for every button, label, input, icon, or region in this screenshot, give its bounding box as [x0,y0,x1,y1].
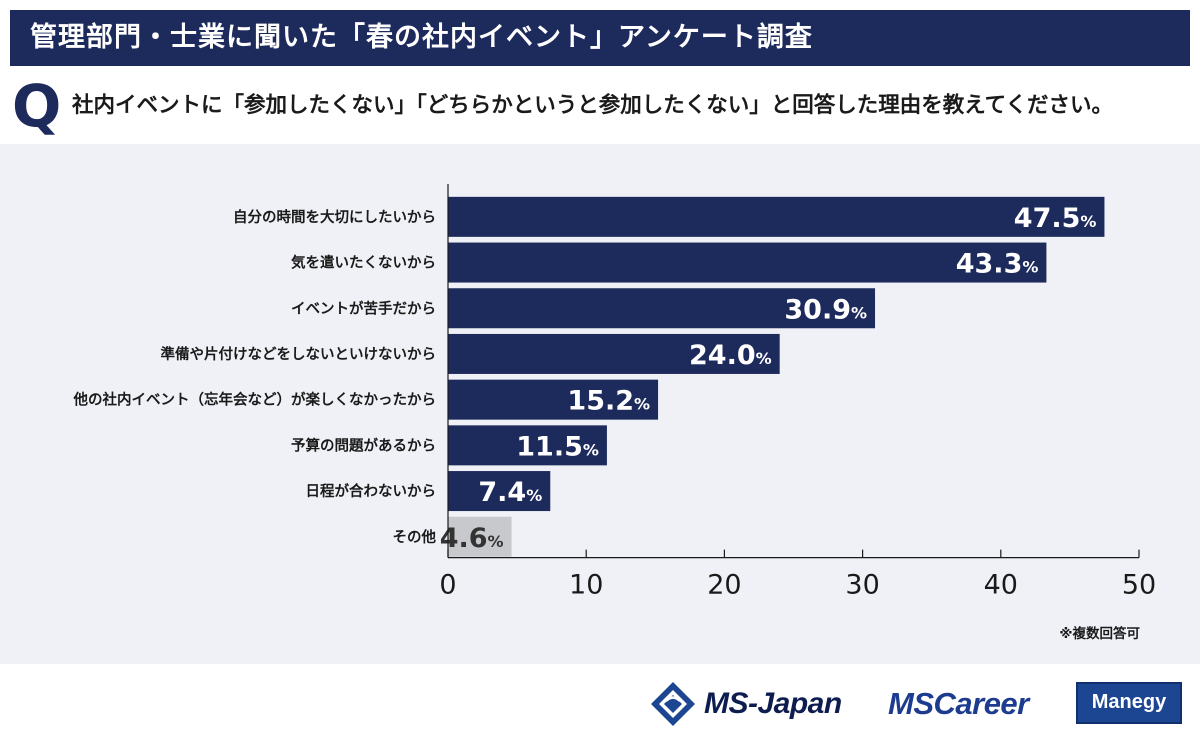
ms-japan-logo: MS-Japan [650,682,842,726]
page-title: 管理部門・士業に聞いた「春の社内イベント」アンケート調査 [10,10,1190,66]
bar-chart: 自分の時間を大切にしたいから 47.5% 気を遣いたくないから 43.3% イベントが苦… [73,184,1156,601]
data-label: 7.4% [478,477,542,508]
bar [448,242,1047,283]
multiple-answer-note: ※複数回答可 [1059,626,1140,642]
x-tick-label: 50 [1122,570,1156,601]
x-tick-label: 20 [707,570,741,601]
bar [448,333,780,374]
bar [448,471,551,512]
x-tick-label: 10 [569,570,603,601]
bar [448,516,512,557]
data-label: 47.5% [1014,203,1097,234]
bar [448,379,659,420]
bar [448,425,607,466]
category-label: 気を遣いたくないから [291,254,436,272]
manegy-logo: Manegy [1076,682,1182,724]
data-label: 24.0% [689,340,772,371]
data-label: 43.3% [956,249,1039,280]
data-label: 30.9% [784,294,867,325]
question-text: 社内イベントに「参加したくない」「どちらかというと参加したくない」と回答した理由… [72,93,1114,118]
footer: MS-Japan MSCareer Manegy [0,664,1200,742]
data-label: 15.2% [567,386,650,417]
category-label: 他の社内イベント（忘年会など）が楽しくなかったから [73,391,437,409]
x-tick-label: 0 [439,570,456,601]
x-tick-label: 40 [984,570,1018,601]
ms-japan-logo-text: MS-Japan [704,687,842,720]
category-label: イベントが苦手だから [291,299,436,317]
category-label: 自分の時間を大切にしたいから [233,208,436,226]
x-tick-label: 30 [845,570,879,601]
bar [448,288,876,329]
ms-japan-diamond-icon [651,682,695,726]
bar [448,196,1105,237]
category-label: 予算の問題があるから [291,436,436,454]
category-label: 日程が合わないから [306,482,437,500]
category-label: 準備や片付けなどをしないといけないから [161,345,437,363]
ms-career-logo: MSCareer [888,686,1029,721]
category-label: その他 [393,528,437,546]
data-label: 11.5% [516,431,599,462]
q-mark: Q [12,72,62,140]
question-row: Q 社内イベントに「参加したくない」「どちらかというと参加したくない」と回答した… [10,70,1190,142]
chart-area: 自分の時間を大切にしたいから 47.5% 気を遣いたくないから 43.3% イベントが苦… [0,144,1200,664]
